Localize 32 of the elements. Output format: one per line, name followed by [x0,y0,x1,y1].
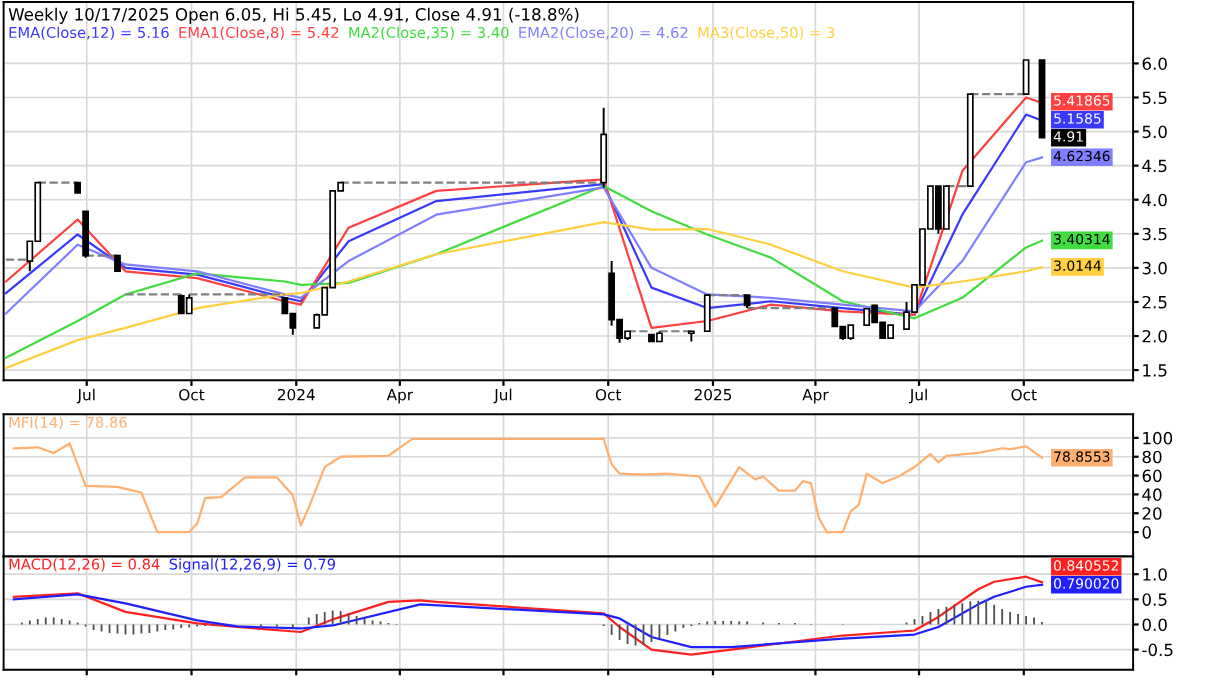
y-tick-label: 0.5 [1142,593,1167,606]
candlestick [935,185,942,235]
y-tick-label: 1.0 [1143,568,1167,581]
line-series [12,437,1044,534]
candlestick [703,294,711,333]
candlestick [1022,59,1030,95]
y-tick-label: 4.0 [1142,193,1167,207]
y-tick-label: 6.0 [1142,57,1167,70]
candlestick [82,210,89,259]
y-tick-label: 3.0 [1142,261,1167,275]
candlestick [177,293,185,315]
y-tick-label: 20 [1142,507,1162,520]
candlestick [942,185,950,230]
line-series [4,156,1044,315]
y-tick-label: 100 [1143,431,1173,445]
y-tick-label: -0.5 [1142,643,1173,657]
line-series [4,184,1044,359]
y-tick-label: 0.0 [1142,618,1167,632]
y-tick-label: 5.5 [1142,91,1167,105]
y-tick-label: 5.0 [1142,125,1167,139]
y-tick-label: 60 [1142,469,1162,483]
y-tick-label: 2.0 [1142,329,1167,343]
y-tick-label: 80 [1142,450,1162,464]
y-tick-label: 1.5 [1143,364,1167,377]
candlestick [185,293,193,315]
line-series [4,221,1044,370]
y-tick-label: 2.5 [1142,295,1167,309]
y-tick-label: 40 [1142,488,1162,501]
y-tick-label: 0 [1142,526,1151,539]
y-tick-label: 4.5 [1142,159,1167,173]
chart-title: Weekly 10/17/2025 Open 6.05, Hi 5.45, Lo 4.91, Close 4.91 (-18.8%) [8,7,579,24]
y-tick-label: 3.5 [1142,227,1167,241]
